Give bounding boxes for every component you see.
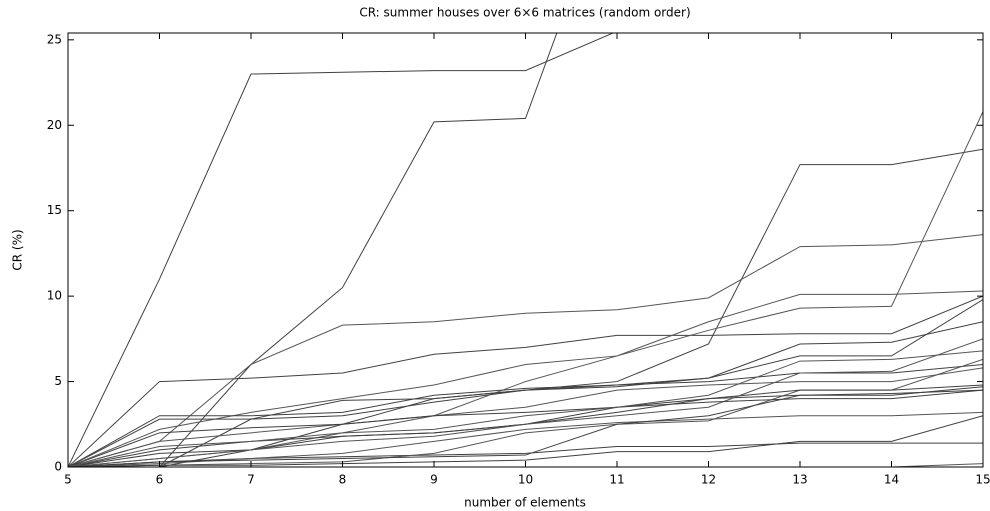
data-line <box>68 299 983 467</box>
data-line <box>68 411 983 467</box>
plot-lines <box>68 33 983 467</box>
x-tick-label: 12 <box>701 473 716 487</box>
y-tick-label: 25 <box>47 32 62 46</box>
data-line <box>68 389 983 467</box>
y-tick-label: 10 <box>47 289 62 303</box>
data-line <box>68 33 615 467</box>
plot-frame <box>67 32 984 468</box>
data-line <box>68 367 983 467</box>
data-line <box>68 350 983 467</box>
x-tick-label: 5 <box>64 473 72 487</box>
y-tick-label: 20 <box>47 118 62 132</box>
x-tick-label: 14 <box>884 473 899 487</box>
y-tick-label: 15 <box>47 203 62 217</box>
y-tick-label: 5 <box>54 374 62 388</box>
data-line <box>68 234 983 467</box>
x-tick-label: 13 <box>792 473 807 487</box>
x-tick-label: 10 <box>518 473 533 487</box>
data-line <box>68 415 983 467</box>
data-line <box>68 290 983 467</box>
x-tick-label: 8 <box>339 473 347 487</box>
data-line <box>68 338 983 467</box>
x-tick-label: 11 <box>609 473 624 487</box>
data-line <box>68 111 983 467</box>
data-line <box>68 33 558 467</box>
chart-title: CR: summer houses over 6×6 matrices (ran… <box>359 6 690 20</box>
y-axis-label: CR (%) <box>11 229 25 270</box>
data-line <box>68 321 983 467</box>
x-tick-label: 15 <box>975 473 990 487</box>
data-line <box>68 358 983 467</box>
data-line <box>68 295 983 467</box>
x-axis-label: number of elements <box>464 496 586 510</box>
x-tick-label: 7 <box>247 473 255 487</box>
data-line <box>68 389 983 467</box>
x-tick-label: 6 <box>156 473 164 487</box>
y-tick-label: 0 <box>54 460 62 474</box>
x-tick-label: 9 <box>430 473 438 487</box>
data-line <box>68 442 983 467</box>
